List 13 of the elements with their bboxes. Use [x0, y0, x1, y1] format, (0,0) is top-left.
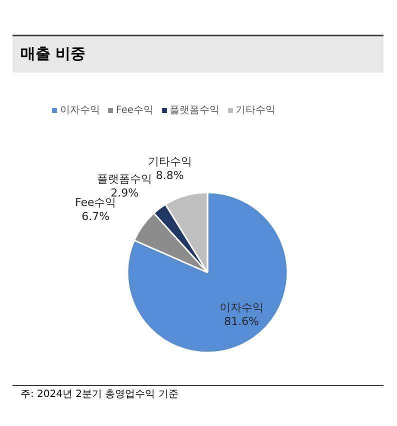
- slice-label: 플랫폼수익: [97, 172, 152, 186]
- data-label: 81.6%: [224, 314, 260, 328]
- data-label: 6.7%: [82, 210, 110, 223]
- slice-label: 기타수익: [148, 155, 192, 168]
- slice-label: Fee수익: [74, 196, 116, 209]
- legend-label: Fee수익: [116, 104, 154, 117]
- slice-label: 이자수익: [220, 300, 264, 314]
- chart-title: 매출 비중: [20, 44, 86, 62]
- legend-label: 플랫폼수익: [170, 104, 220, 117]
- data-label: 8.8%: [156, 169, 184, 182]
- legend-label: 기타수익: [236, 104, 276, 117]
- legend-label: 이자수익: [60, 104, 100, 117]
- text: 주: 2024년 2분기 총영업수익 기준: [20, 389, 178, 400]
